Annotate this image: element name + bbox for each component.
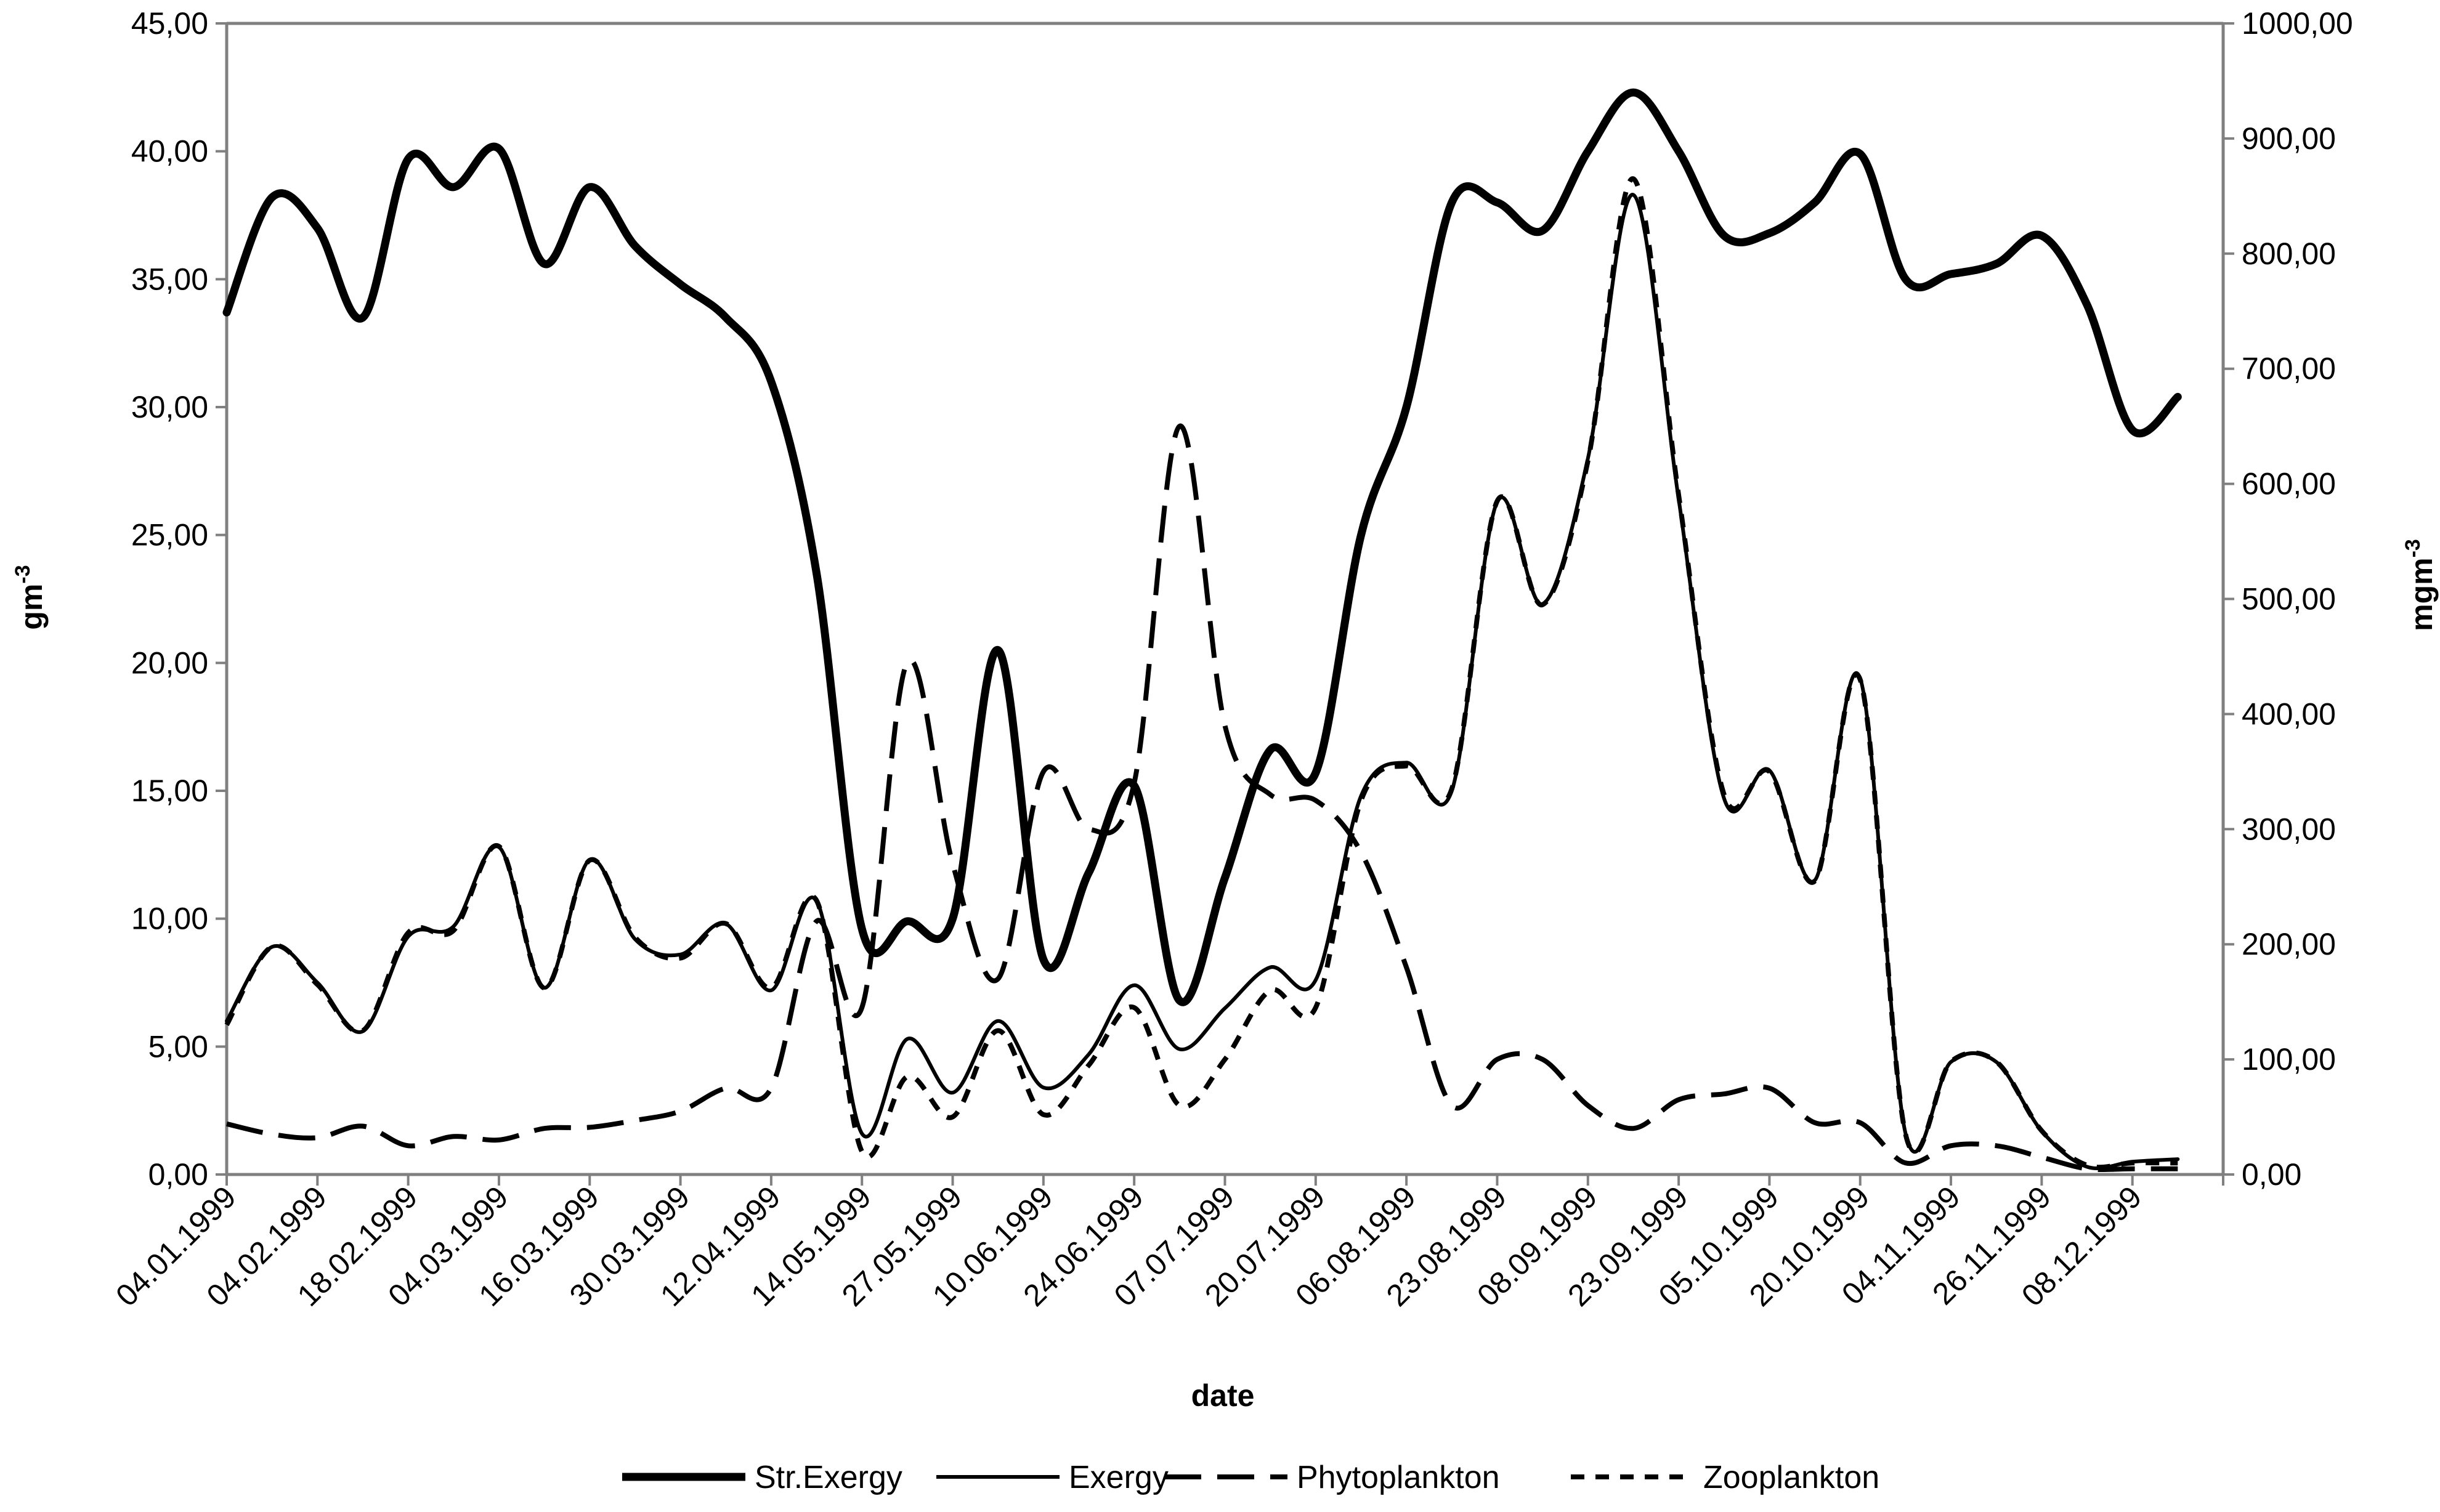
y-right-tick-label: 400,00 xyxy=(2242,697,2336,731)
y-left-tick-label: 40,00 xyxy=(131,134,208,169)
y-right-axis-title: mgm-3 xyxy=(2401,539,2439,631)
legend-label-phytoplankton: Phytoplankton xyxy=(1297,1460,1500,1495)
series-line-phytoplankton xyxy=(226,424,2178,1173)
y-left-tick-label: 35,00 xyxy=(131,262,208,296)
y-right-ticks: 0,00 100,00 200,00 300,00 400,00 500,00 600,00… xyxy=(2223,6,2353,1192)
axes xyxy=(225,22,2225,1176)
y-left-tick-label: 30,00 xyxy=(131,390,208,424)
y-left-tick-label: 45,00 xyxy=(131,6,208,41)
y-left-ticks: 0,00 5,00 10,00 15,00 20,00 25,00 30,00 35,00 40… xyxy=(131,6,227,1192)
series-line-zooplankton xyxy=(224,176,2178,1170)
x-axis-title: date xyxy=(1191,1378,1255,1413)
y-left-axis-title: gm-3 xyxy=(11,565,49,629)
legend: Str.Exergy Exergy Phytoplankton Zooplankton xyxy=(622,1460,1879,1495)
series-group xyxy=(222,88,2182,1173)
y-right-tick-label: 1000,00 xyxy=(2242,6,2353,41)
legend-label-zooplankton: Zooplankton xyxy=(1703,1460,1879,1495)
y-right-tick-label: 100,00 xyxy=(2242,1042,2336,1077)
y-left-tick-label: 25,00 xyxy=(131,518,208,552)
legend-label-exergy: Exergy xyxy=(1069,1460,1169,1495)
y-right-tick-label: 200,00 xyxy=(2242,927,2336,961)
y-right-tick-label: 600,00 xyxy=(2242,467,2336,501)
y-left-tick-label: 10,00 xyxy=(131,902,208,936)
y-right-tick-label: 900,00 xyxy=(2242,121,2336,156)
y-right-tick-label: 300,00 xyxy=(2242,812,2336,846)
y-right-tick-label: 0,00 xyxy=(2242,1157,2301,1192)
y-left-tick-label: 15,00 xyxy=(131,774,208,808)
legend-label-str-exergy: Str.Exergy xyxy=(755,1460,902,1495)
y-left-tick-label: 20,00 xyxy=(131,645,208,680)
x-ticks: 04.01.199904.02.199918.02.199904.03.1999… xyxy=(109,1174,2224,1313)
y-right-tick-label: 500,00 xyxy=(2242,582,2336,617)
y-left-tick-label: 0,00 xyxy=(148,1157,208,1192)
y-right-tick-label: 700,00 xyxy=(2242,352,2336,386)
y-left-tick-label: 5,00 xyxy=(148,1029,208,1064)
y-right-tick-label: 800,00 xyxy=(2242,237,2336,271)
series-line-str-exergy xyxy=(222,88,2182,1006)
series-line-exergy xyxy=(225,193,2180,1171)
